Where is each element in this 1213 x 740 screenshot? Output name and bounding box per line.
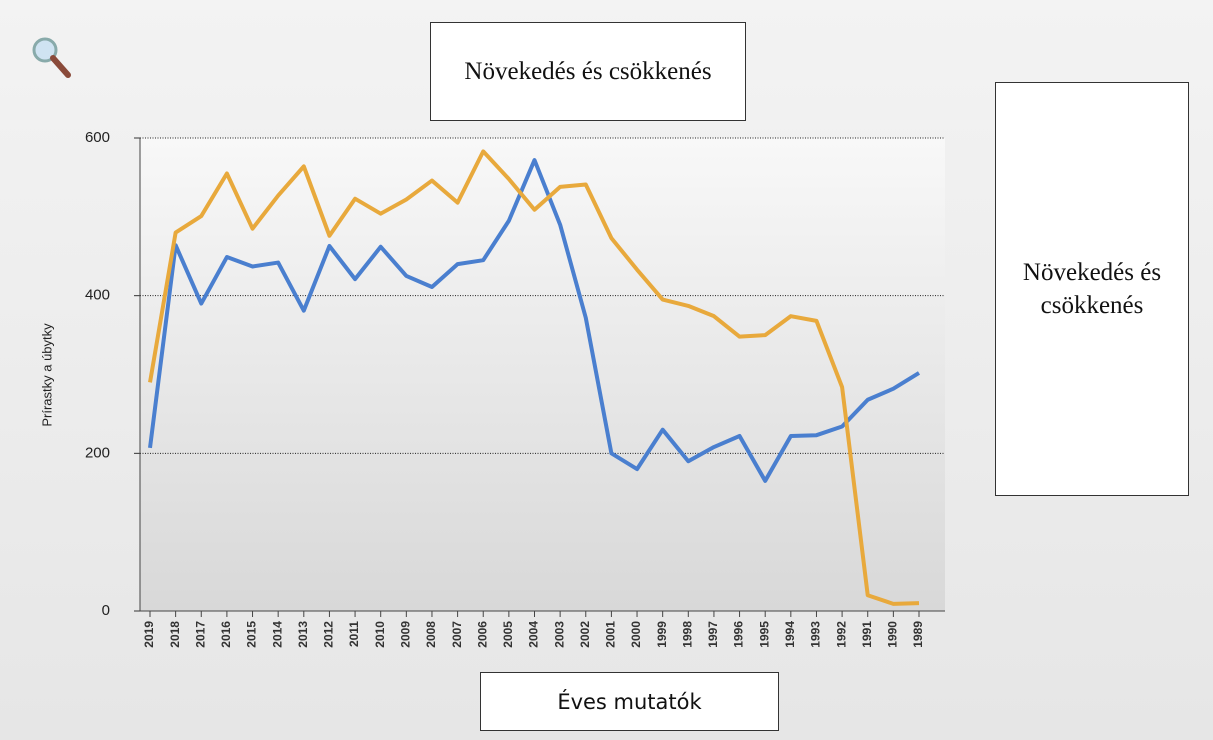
chart-title: Növekedés és csökkenés <box>430 22 746 121</box>
series-line <box>148 149 920 606</box>
x-tick-label: 2019 <box>142 621 156 648</box>
x-tick-label: 2017 <box>193 621 207 648</box>
x-tick-label: 2009 <box>399 621 413 648</box>
x-tick-label: 2012 <box>322 621 336 648</box>
x-tick-label: 1994 <box>783 621 797 648</box>
x-tick-label: 2001 <box>604 621 618 648</box>
x-tick-label: 2000 <box>629 621 643 648</box>
x-tick-label: 1992 <box>834 621 848 648</box>
y-axis-label: Prírastky a úbytky <box>39 323 54 427</box>
x-tick-label: 1997 <box>706 621 720 648</box>
legend: Növekedés és csökkenés <box>995 82 1189 496</box>
zoom-icon[interactable] <box>32 37 71 78</box>
x-axis-label: Éves mutatók <box>480 672 779 731</box>
y-tick-label: 400 <box>85 287 110 304</box>
y-tick-label: 600 <box>85 129 110 146</box>
series-line <box>148 158 921 483</box>
x-tick-label: 2011 <box>347 621 361 647</box>
x-tick-label: 2002 <box>578 621 592 648</box>
x-tick-label: 2016 <box>219 621 233 648</box>
x-tick-label: 1999 <box>655 621 669 648</box>
y-tick-label: 200 <box>85 444 110 461</box>
x-tick-label: 2005 <box>501 621 515 648</box>
x-tick-label: 1995 <box>757 621 771 648</box>
x-tick-label: 2010 <box>373 621 387 648</box>
x-tick-label: 2003 <box>552 621 566 648</box>
x-tick-label: 2018 <box>168 621 182 648</box>
x-tick-label: 2014 <box>270 621 284 648</box>
x-tick-label: 2008 <box>424 621 438 648</box>
plot-area <box>140 138 945 611</box>
x-tick-label: 1989 <box>911 621 925 648</box>
x-tick-label: 2007 <box>450 621 464 648</box>
x-tick-label: 2006 <box>475 621 489 648</box>
x-tick-label: 1990 <box>886 621 900 648</box>
y-tick-label: 0 <box>102 602 110 619</box>
x-tick-label: 1993 <box>809 621 823 648</box>
x-tick-label: 2015 <box>245 621 259 648</box>
x-tick-label: 2013 <box>296 621 310 648</box>
x-tick-label: 1996 <box>732 621 746 648</box>
x-tick-label: 2004 <box>527 621 541 648</box>
x-tick-label: 1998 <box>680 621 694 648</box>
x-tick-label: 1991 <box>860 621 874 648</box>
